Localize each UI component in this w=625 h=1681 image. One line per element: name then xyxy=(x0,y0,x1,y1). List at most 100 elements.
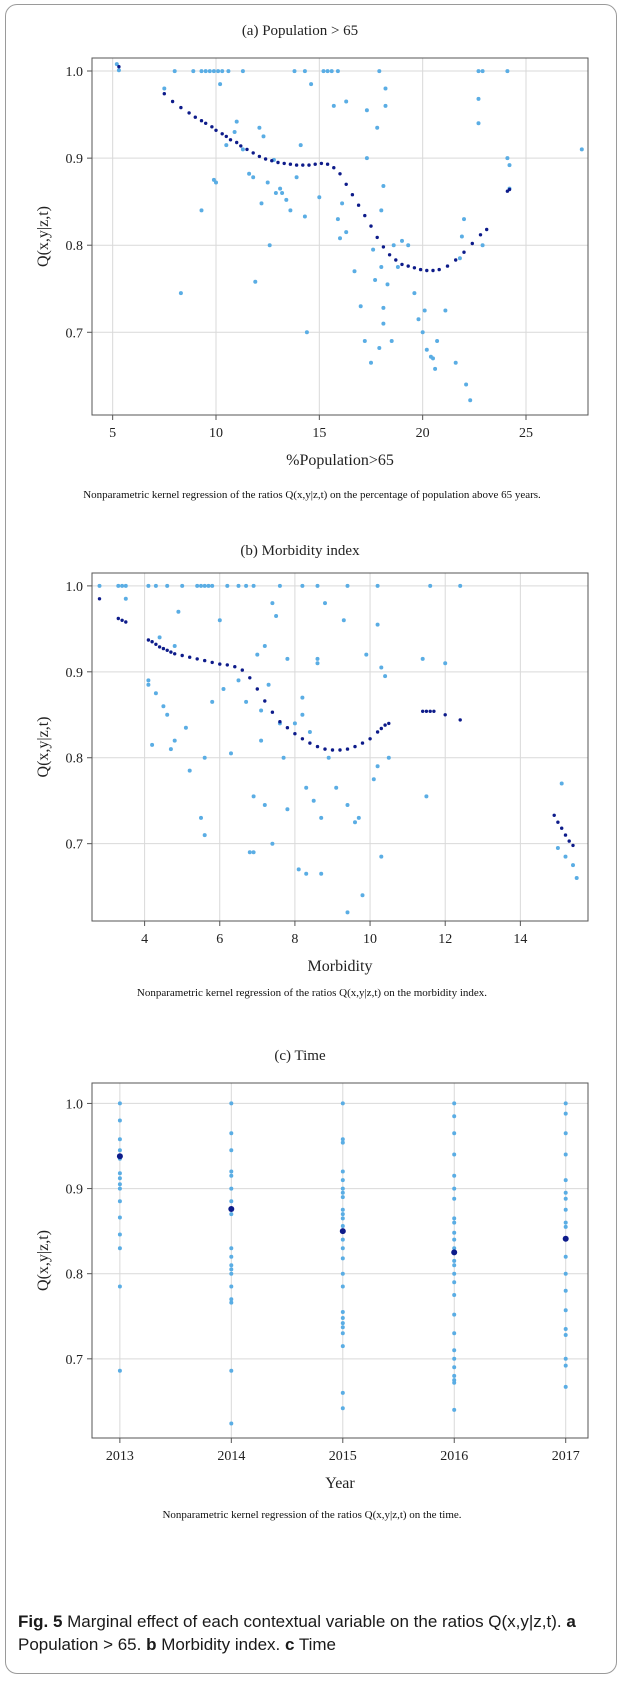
observed-point xyxy=(117,1284,122,1289)
observed-point xyxy=(270,841,275,846)
observed-point xyxy=(262,803,267,807)
observed-point xyxy=(202,833,207,838)
x-tick-label: 2013 xyxy=(106,1449,134,1464)
observed-point xyxy=(345,803,350,807)
observed-point xyxy=(315,656,320,661)
fitted-point xyxy=(214,128,218,132)
fitted-point xyxy=(485,227,489,232)
observed-point xyxy=(356,815,361,820)
observed-point xyxy=(259,738,264,743)
observed-point xyxy=(452,1230,457,1235)
observed-point xyxy=(168,747,173,752)
observed-point xyxy=(229,1169,234,1174)
fitted-point xyxy=(245,147,249,152)
observed-point xyxy=(462,217,466,222)
observed-point xyxy=(563,1178,568,1183)
observed-point xyxy=(277,583,282,588)
observed-point xyxy=(165,583,170,588)
observed-point xyxy=(214,180,218,185)
observed-point xyxy=(563,1363,568,1368)
y-tick-label: 0.7 xyxy=(66,1353,84,1368)
observed-point xyxy=(563,1384,568,1389)
observed-point xyxy=(335,217,340,222)
x-tick-label: 2014 xyxy=(217,1449,245,1464)
fitted-point xyxy=(146,638,151,642)
observed-point xyxy=(345,910,350,915)
fitted-point xyxy=(562,1235,569,1242)
observed-point xyxy=(505,69,510,74)
observed-point xyxy=(229,1173,234,1178)
observed-point xyxy=(278,186,283,191)
observed-point xyxy=(304,785,309,790)
fitted-point xyxy=(251,151,255,155)
fitted-point xyxy=(220,132,224,136)
observed-point xyxy=(274,614,279,618)
fitted-point xyxy=(567,839,571,843)
observed-point xyxy=(323,601,327,606)
observed-point xyxy=(371,247,376,252)
observed-point xyxy=(563,1152,568,1157)
observed-point xyxy=(244,583,249,588)
fitted-point xyxy=(150,640,154,644)
fitted-point xyxy=(353,744,357,749)
observed-point xyxy=(340,1325,345,1330)
observed-point xyxy=(117,1182,122,1187)
observed-point xyxy=(373,278,378,282)
fitted-point xyxy=(338,748,342,752)
fitted-point xyxy=(421,709,425,713)
x-tick-label: 15 xyxy=(312,426,326,441)
observed-point xyxy=(452,1271,457,1276)
observed-point xyxy=(229,1186,234,1191)
y-tick-label: 0.9 xyxy=(66,666,84,681)
observed-point xyxy=(146,682,151,687)
fitted-point xyxy=(350,193,355,197)
observed-point xyxy=(319,871,324,876)
observed-point xyxy=(217,618,222,623)
fitted-point xyxy=(263,157,268,161)
observed-point xyxy=(507,163,512,168)
x-tick-label: 2016 xyxy=(440,1449,468,1464)
observed-point xyxy=(341,618,346,623)
observed-point xyxy=(117,1101,122,1106)
fitted-point xyxy=(412,266,417,270)
observed-point xyxy=(452,1331,457,1336)
observed-point xyxy=(563,1207,568,1212)
observed-point xyxy=(302,69,307,74)
fitted-point xyxy=(120,618,124,622)
observed-point xyxy=(452,1220,457,1225)
observed-point xyxy=(120,583,125,588)
observed-point xyxy=(224,143,229,148)
observed-point xyxy=(240,147,245,152)
observed-point xyxy=(555,846,560,850)
observed-point xyxy=(176,609,181,614)
observed-point xyxy=(452,1365,457,1370)
fitted-point xyxy=(285,726,290,730)
fitted-point xyxy=(117,65,121,69)
figure-label: Fig. 5 xyxy=(18,1612,63,1631)
fitted-point xyxy=(458,718,462,722)
fitted-point xyxy=(552,813,556,817)
fitted-point xyxy=(454,258,458,262)
observed-point xyxy=(117,1199,122,1204)
observed-point xyxy=(340,201,345,206)
observed-point xyxy=(162,86,167,91)
fitted-point xyxy=(199,119,204,123)
observed-point xyxy=(321,69,326,74)
observed-point xyxy=(406,243,411,248)
observed-point xyxy=(117,1215,122,1220)
observed-point xyxy=(280,191,285,195)
observed-point xyxy=(229,1300,234,1305)
fitted-point xyxy=(478,233,483,237)
observed-point xyxy=(344,99,349,104)
observed-point xyxy=(259,201,264,206)
observed-point xyxy=(236,678,241,683)
observed-point xyxy=(452,1196,457,1201)
fitted-point xyxy=(368,737,372,741)
observed-point xyxy=(309,82,314,87)
observed-point xyxy=(563,1327,568,1331)
observed-point xyxy=(304,330,309,335)
observed-point xyxy=(334,785,339,790)
observed-point xyxy=(267,243,272,248)
observed-point xyxy=(229,1212,234,1217)
x-tick-label: 2017 xyxy=(552,1449,580,1464)
